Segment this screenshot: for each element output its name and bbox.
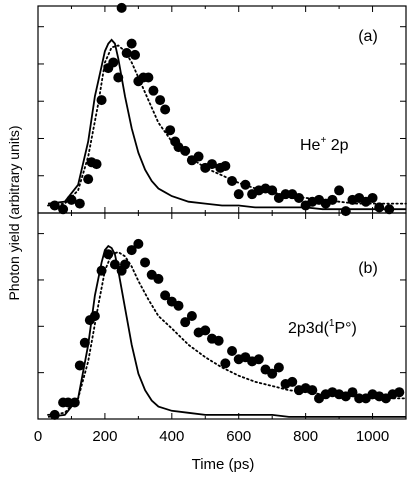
fit-curve-dotted bbox=[47, 251, 407, 416]
x-tick-label: 1000 bbox=[356, 428, 389, 445]
x-ticks bbox=[37, 213, 407, 419]
data-point bbox=[327, 194, 338, 205]
data-point bbox=[126, 38, 137, 49]
data-point bbox=[186, 311, 197, 321]
data-point bbox=[155, 95, 166, 106]
x-tick-label: 200 bbox=[92, 428, 117, 445]
species-annotation: 2p3d(1P°) bbox=[288, 318, 357, 337]
data-point bbox=[83, 174, 94, 185]
data-points bbox=[49, 2, 395, 217]
data-point bbox=[233, 189, 244, 200]
data-point bbox=[116, 2, 127, 13]
data-point bbox=[220, 358, 231, 369]
data-point bbox=[140, 257, 151, 268]
x-tick-label: 800 bbox=[293, 428, 318, 445]
data-point bbox=[367, 192, 378, 203]
data-point bbox=[165, 125, 176, 136]
panel-frame bbox=[37, 212, 407, 420]
data-point bbox=[143, 72, 154, 83]
data-point bbox=[340, 206, 351, 217]
panel-letter: (b) bbox=[358, 260, 378, 277]
data-point bbox=[160, 104, 171, 115]
data-point bbox=[200, 325, 211, 336]
y-ticks bbox=[38, 233, 406, 420]
data-point bbox=[130, 49, 141, 60]
data-point bbox=[148, 85, 159, 96]
data-point bbox=[96, 95, 107, 106]
data-point bbox=[133, 238, 144, 249]
panel-b: (b) 2p3d(1P°) bbox=[37, 212, 407, 420]
data-point bbox=[91, 159, 102, 170]
data-point bbox=[119, 259, 130, 270]
x-tick-label: 400 bbox=[159, 428, 184, 445]
data-point bbox=[49, 409, 60, 420]
data-point bbox=[121, 48, 132, 59]
data-point bbox=[126, 245, 137, 256]
species-annotation: He+ 2p bbox=[300, 135, 349, 154]
data-point bbox=[253, 354, 264, 365]
data-point bbox=[347, 387, 358, 398]
data-point bbox=[173, 300, 184, 311]
x-tick-label: 0 bbox=[34, 428, 42, 445]
data-point bbox=[273, 362, 284, 373]
data-point bbox=[108, 57, 119, 68]
data-point bbox=[193, 151, 204, 162]
data-point bbox=[267, 368, 278, 379]
panel-letter: (a) bbox=[358, 28, 378, 45]
data-point bbox=[180, 317, 191, 328]
data-point bbox=[58, 204, 69, 215]
x-axis: 0 200 400 600 800 1000 bbox=[34, 428, 389, 445]
data-point bbox=[394, 387, 405, 398]
data-point bbox=[287, 376, 298, 387]
data-point bbox=[213, 335, 224, 346]
data-point bbox=[74, 360, 85, 371]
y-ticks bbox=[38, 26, 406, 214]
data-point bbox=[334, 185, 345, 196]
x-axis-label: Time (ps) bbox=[192, 456, 255, 473]
fit-curve-solid bbox=[47, 244, 406, 418]
data-point bbox=[74, 198, 85, 209]
data-point bbox=[180, 145, 191, 156]
data-point bbox=[267, 185, 278, 196]
y-axis-label: Photon yield (arbitrary units) bbox=[6, 125, 22, 300]
data-point bbox=[227, 346, 238, 357]
data-point bbox=[153, 273, 164, 284]
fit-curve-dotted bbox=[47, 44, 407, 207]
fit-curve-solid bbox=[47, 38, 406, 211]
data-point bbox=[206, 159, 217, 170]
data-point bbox=[160, 290, 171, 301]
data-point bbox=[220, 160, 231, 171]
panel-a: (a) He+ 2p bbox=[37, 2, 407, 217]
x-tick-label: 600 bbox=[226, 428, 251, 445]
